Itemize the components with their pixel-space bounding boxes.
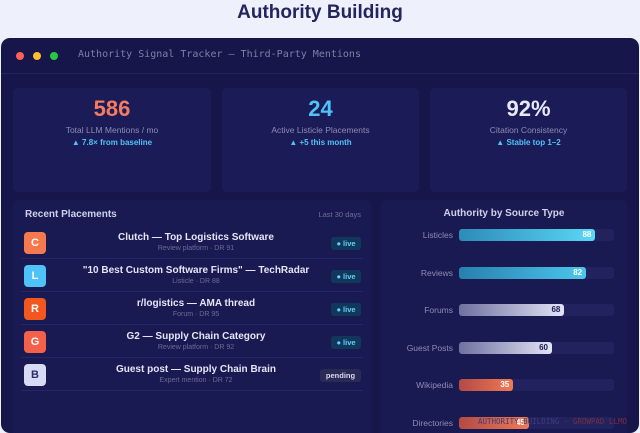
placement-title: "10 Best Custom Software Firms" — TechRa… [82, 265, 310, 276]
bar-value: 60 [539, 342, 548, 352]
bar-fill: 82 [459, 266, 587, 279]
status-badge: ● live [331, 270, 361, 283]
kpi-card-listicle-placements: 24 Active Listicle Placements ▲ +5 this … [222, 88, 419, 192]
kpi-delta: ▲ 7.8× from baseline [71, 138, 153, 147]
maximize-window-button[interactable] [50, 52, 58, 60]
kpi-delta: ▲ Stable top 1–2 [496, 138, 561, 147]
kpi-value: 586 [93, 96, 131, 121]
kpi-delta: ▲ +5 this month [289, 138, 352, 147]
placement-meta: Review platform · DR 92 [157, 344, 235, 351]
placement-title: Clutch — Top Logistics Software [118, 232, 274, 243]
source-avatar: R [24, 298, 46, 320]
status-badge: ● live [331, 303, 361, 316]
close-window-button[interactable] [16, 52, 24, 60]
bar-track: 88 [459, 229, 614, 241]
status-badge: pending [320, 369, 361, 382]
status-badge: ● live [331, 237, 361, 250]
panel-title: Authority by Source Type [443, 208, 565, 219]
bar-value: 35 [500, 380, 510, 390]
source-avatar: B [24, 364, 46, 386]
minimize-window-button[interactable] [33, 52, 41, 60]
status-badge: ● live [331, 336, 361, 349]
bar-track: 35 [459, 379, 614, 392]
placement-row[interactable]: G G2 — Supply Chain Category Review plat… [21, 325, 363, 358]
date-range-label: Last 30 days [318, 210, 361, 219]
bar-value: 68 [551, 305, 561, 315]
bar-track: 82 [459, 266, 614, 279]
bar-fill: 88 [459, 229, 596, 241]
window-title: Authority Signal Tracker — Third-Party M… [78, 49, 361, 60]
placement-row[interactable]: R r/logistics — AMA thread Forum · DR 95… [21, 292, 363, 325]
page-title: Authority Building [237, 2, 403, 23]
placement-row[interactable]: B Guest post — Supply Chain Brain Expert… [21, 358, 363, 391]
bar-label: Wikipedia [416, 380, 453, 391]
source-avatar: L [24, 265, 46, 287]
footer-label: AUTHORITY BUILDING · [477, 417, 569, 426]
source-avatar: G [24, 331, 46, 353]
bar-fill: 35 [459, 379, 514, 392]
placement-meta: Forum · DR 95 [172, 311, 220, 318]
panel-title: Recent Placements [25, 209, 117, 220]
placement-title: r/logistics — AMA thread [136, 298, 256, 309]
bar-fill: 45 [459, 417, 529, 429]
source-type-panel: Authority by Source Type Listicles 88 Revi… [381, 200, 627, 433]
bar-label: Listicles [422, 230, 453, 240]
source-avatar: C [24, 232, 46, 254]
bar-track: 45 [459, 417, 614, 429]
placement-row[interactable]: C Clutch — Top Logistics Software Review… [21, 226, 363, 259]
bar-value: 88 [582, 230, 592, 239]
kpi-label: Active Listicle Placements [271, 125, 370, 135]
window-titlebar: Authority Signal Tracker — Third-Party M… [1, 38, 639, 74]
kpi-card-citation-consistency: 92% Citation Consistency ▲ Stable top 1–… [430, 88, 627, 192]
kpi-value: 92% [506, 96, 551, 121]
placement-meta: Listicle · DR 88 [172, 278, 220, 285]
placement-title: Guest post — Supply Chain Brain [115, 364, 276, 375]
app-window: Authority Signal Tracker — Third-Party M… [1, 38, 639, 433]
placement-row[interactable]: L "10 Best Custom Software Firms" — Tech… [21, 259, 363, 292]
bar-track: 60 [459, 341, 614, 354]
kpi-label: Citation Consistency [489, 125, 568, 135]
brand-label: GROWPAD LLMO [572, 417, 627, 426]
placement-meta: Review platform · DR 91 [157, 245, 235, 252]
bar-fill: 68 [459, 304, 565, 317]
bar-label: Forums [424, 305, 453, 316]
placement-title: G2 — Supply Chain Category [126, 331, 266, 342]
bar-label: Reviews [420, 267, 453, 278]
recent-placements-panel: Recent Placements Last 30 days C Clutch … [13, 200, 371, 433]
bar-label: Guest Posts [406, 342, 453, 353]
placement-meta: Expert mention · DR 72 [159, 377, 233, 384]
bar-fill: 60 [459, 341, 552, 354]
kpi-value: 24 [308, 96, 333, 121]
kpi-card-llm-mentions: 586 Total LLM Mentions / mo ▲ 7.8× from … [13, 88, 211, 192]
footer: AUTHORITY BUILDING · GROWPAD LLMO [478, 417, 627, 426]
bar-value: 82 [573, 267, 583, 277]
kpi-label: Total LLM Mentions / mo [65, 125, 159, 135]
bar-track: 68 [459, 304, 614, 317]
bar-value: 45 [515, 418, 525, 427]
bar-label: Directories [412, 418, 453, 428]
